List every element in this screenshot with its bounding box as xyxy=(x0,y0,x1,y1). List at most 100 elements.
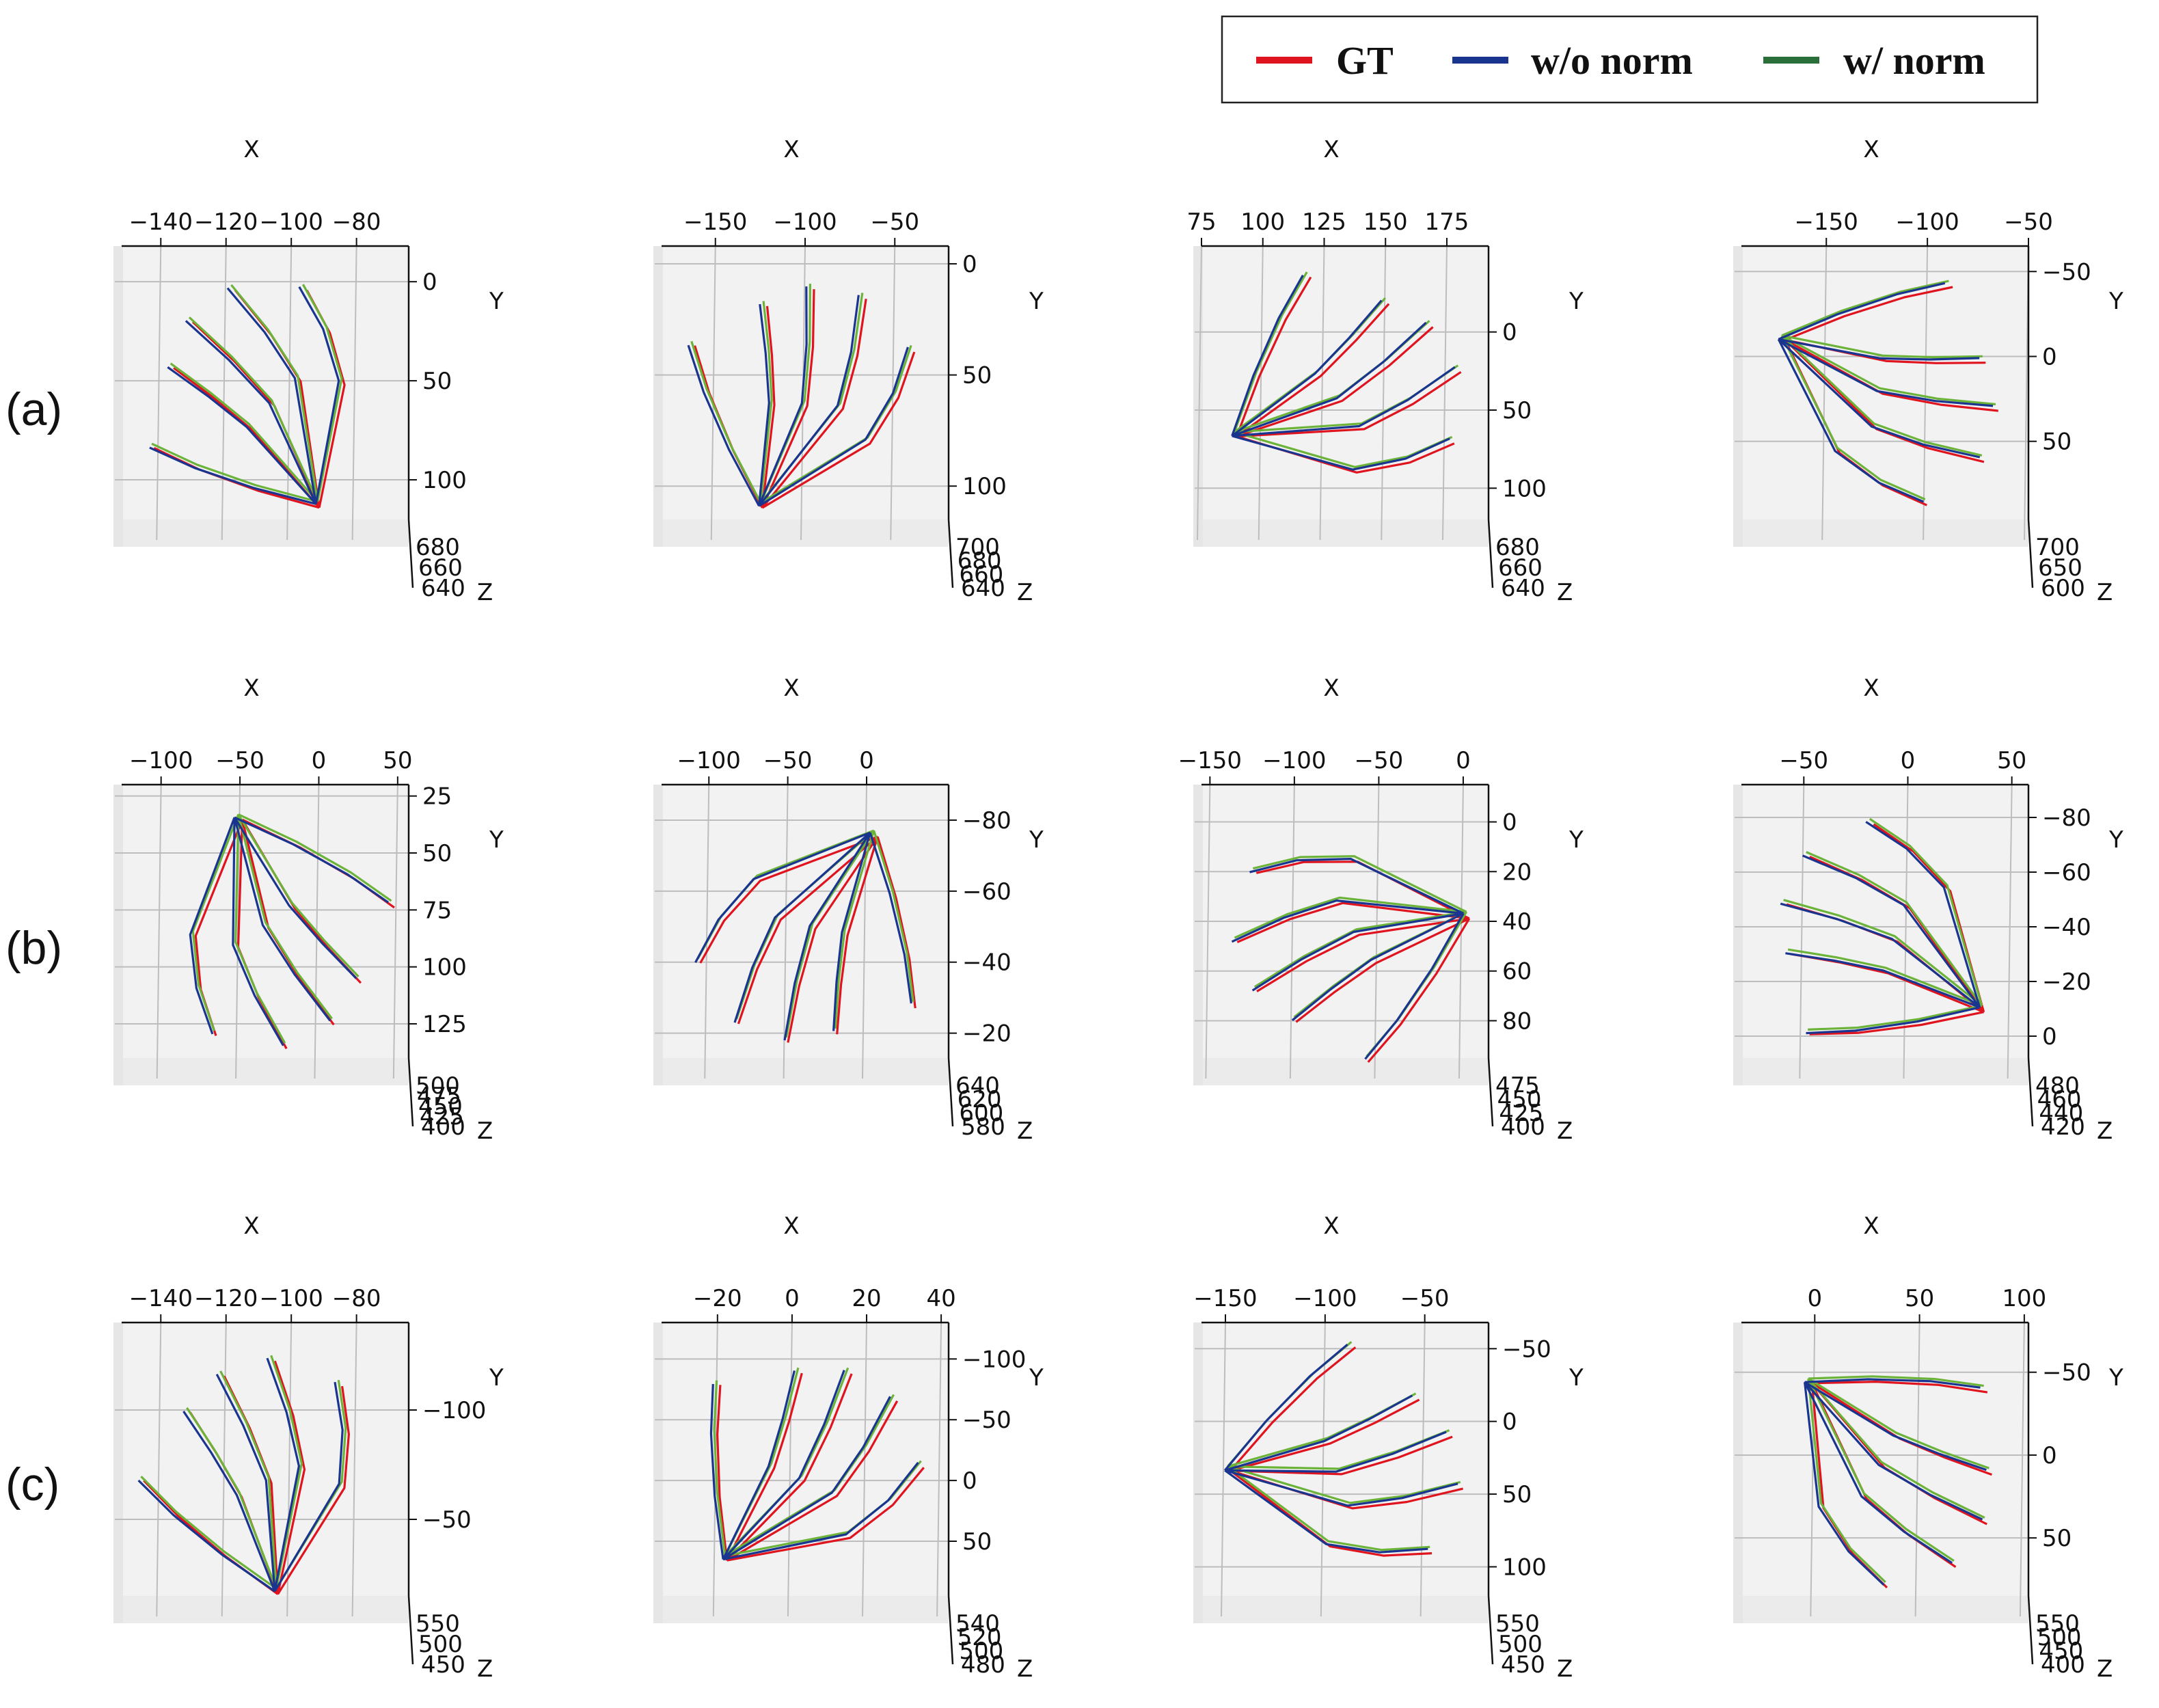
x-tick-label: −100 xyxy=(129,747,193,774)
skeleton-wnorm-finger xyxy=(873,830,914,1002)
x-grid-line xyxy=(2019,1322,2025,1617)
pane-side xyxy=(653,1323,663,1623)
pane-back xyxy=(113,246,409,547)
y-tick-label: 50 xyxy=(1502,1481,1532,1508)
legend-label-w-norm: w/ norm xyxy=(1843,38,1985,83)
z-tick-label: 640 xyxy=(1501,575,1545,602)
skeleton-wnorm-finger xyxy=(1253,910,1467,988)
y-axis-label: Y xyxy=(489,288,504,315)
skeleton-gt-finger xyxy=(1784,286,1953,341)
z-axis-label: Z xyxy=(1557,579,1573,606)
z-axis-line xyxy=(947,1057,954,1127)
x-tick-label: −140 xyxy=(129,208,193,236)
z-axis-label: Z xyxy=(477,1117,493,1145)
skeleton-wnorm-finger xyxy=(1783,899,1983,1007)
skeleton-wonorm-finger xyxy=(722,1370,845,1560)
skeleton-wnorm-finger xyxy=(1808,1377,1990,1469)
y-tick-label: 100 xyxy=(1502,475,1547,502)
x-tick-label: −50 xyxy=(1779,747,1828,774)
y-tick-label: 60 xyxy=(1502,958,1532,986)
skeleton-wnorm-finger xyxy=(234,814,286,1044)
x-grid-line xyxy=(1914,1322,1920,1617)
skeleton-gt-finger xyxy=(716,1385,729,1561)
pane-back xyxy=(1733,246,2028,547)
skeleton-wonorm-finger xyxy=(233,817,357,979)
z-axis-line xyxy=(407,519,414,588)
skeleton-wonorm-finger xyxy=(783,832,871,1041)
x-axis-label: X xyxy=(1323,1212,1339,1240)
skeleton-wonorm-finger xyxy=(758,286,808,506)
x-grid-line xyxy=(156,1322,162,1617)
skeleton-wnorm-finger xyxy=(834,830,875,1029)
skeleton-gt-finger xyxy=(1784,339,1985,463)
z-tick-label: 475 xyxy=(1495,1072,1540,1100)
z-tick-label: 520 xyxy=(958,1624,1002,1651)
x-grid-line xyxy=(351,1322,357,1617)
z-axis-label: Z xyxy=(1557,1117,1573,1145)
x-grid-line xyxy=(787,1322,793,1617)
y-tick-label: −60 xyxy=(962,878,1011,906)
skeleton-gt-finger xyxy=(1256,917,1470,992)
z-tick-label: 600 xyxy=(2041,575,2085,602)
y-axis-label: Y xyxy=(489,826,504,854)
pane-side xyxy=(1733,1323,1743,1623)
skeleton-wonorm-finger xyxy=(233,817,331,1022)
skeleton-wonorm-finger xyxy=(687,344,761,507)
x-tick-label: −100 xyxy=(677,747,741,774)
skeleton-wonorm-finger xyxy=(694,831,871,964)
skeleton-wnorm-finger xyxy=(302,284,343,502)
y-tick-label: 50 xyxy=(422,840,452,867)
skeleton-wonorm-finger xyxy=(1778,338,1994,407)
skeleton-wonorm-finger xyxy=(1802,854,1981,1008)
pane-side xyxy=(1733,785,1743,1085)
z-tick-label: 400 xyxy=(2041,1651,2085,1679)
skeleton-wnorm-finger xyxy=(1780,334,1983,457)
x-grid-line xyxy=(783,784,789,1079)
y-tick-label: 100 xyxy=(422,467,467,494)
skeleton-wonorm-finger xyxy=(1804,1381,1953,1564)
skeleton-wonorm-finger xyxy=(1251,912,1464,992)
z-axis-label: Z xyxy=(1017,1655,1033,1683)
skeleton-wnorm-finger xyxy=(1780,335,1926,501)
skeleton-gt-finger xyxy=(1784,338,1998,412)
x-grid-line xyxy=(862,1322,867,1617)
z-tick-label: 600 xyxy=(959,1100,1003,1127)
x-tick-label: −50 xyxy=(1400,1285,1450,1312)
skeleton-wnorm-finger xyxy=(690,340,762,504)
z-tick-label: 680 xyxy=(416,534,460,561)
y-tick-label: −50 xyxy=(2042,1359,2091,1387)
y-axis-label: Y xyxy=(1029,288,1044,315)
skeleton-gt-finger xyxy=(761,351,916,509)
z-tick-label: 680 xyxy=(1495,534,1540,561)
skeleton-wnorm-finger xyxy=(1807,1378,1886,1584)
pane-floor xyxy=(653,1058,949,1085)
z-tick-label: 450 xyxy=(1497,1086,1542,1113)
legend-box xyxy=(1221,15,2039,104)
pane-back xyxy=(113,1323,409,1623)
x-tick-label: 150 xyxy=(1363,208,1408,236)
skeleton-wnorm-finger xyxy=(140,1476,277,1590)
x-tick-label: −50 xyxy=(870,208,919,236)
x-grid-line xyxy=(1821,245,1828,541)
skeleton-gt-finger xyxy=(761,299,867,509)
y-tick-label: 50 xyxy=(2042,1525,2072,1552)
skeleton-wnorm-finger xyxy=(169,362,318,503)
x-tick-label: 0 xyxy=(1456,747,1471,774)
x-tick-label: −100 xyxy=(1293,1285,1357,1312)
skeleton-wnorm-finger xyxy=(713,1380,727,1556)
skeleton-gt-finger xyxy=(1367,918,1471,1063)
skeleton-wnorm-finger xyxy=(1781,280,1949,337)
z-axis-line xyxy=(1487,519,1494,588)
skeleton-wonorm-finger xyxy=(722,1396,891,1560)
z-axis-line xyxy=(407,1057,414,1127)
y-tick-label: −80 xyxy=(2042,804,2091,832)
y-tick-label: 0 xyxy=(962,1467,977,1495)
skeleton-wonorm-finger xyxy=(869,832,912,1004)
skeleton-wonorm-finger xyxy=(1249,857,1464,914)
z-tick-label: 450 xyxy=(1501,1651,1545,1679)
y-tick-label: 50 xyxy=(962,1528,992,1556)
z-axis-label: Z xyxy=(2097,579,2113,606)
